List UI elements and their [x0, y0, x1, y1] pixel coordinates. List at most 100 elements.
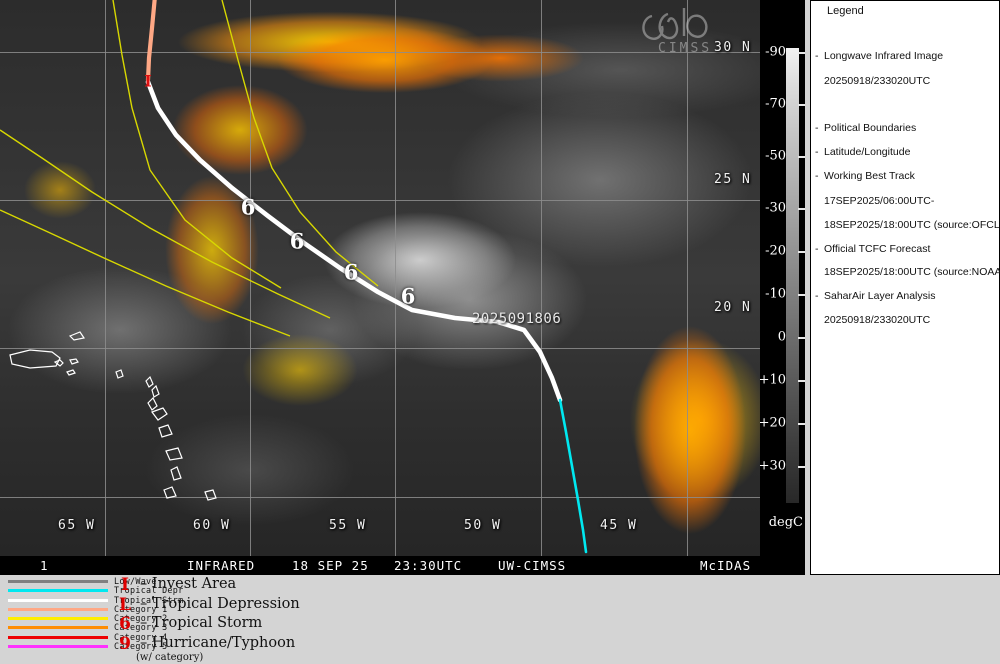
legend-row-10: 20250918/233020UTC: [815, 314, 930, 326]
temp-tick-20: [798, 251, 805, 253]
category-label-cat5: Category 5: [114, 641, 168, 652]
legend-panel-title: Legend: [827, 5, 864, 17]
category-swatch-cat4: [8, 635, 108, 639]
tropical-storm-icon: 6: [119, 614, 131, 634]
temp-tick-p20: [798, 423, 805, 425]
forecast-cone-lines: [0, 0, 379, 337]
legend-text-5: 17SEP2025/06:00UTC-: [824, 195, 935, 207]
track-segment-storm: [145, 79, 563, 403]
lon-label-65w: 65 W: [58, 518, 96, 533]
legend-text-9: SaharAir Layer Analysis: [824, 290, 936, 302]
political-boundaries-layer: [9, 331, 217, 501]
invest-area-icon: I: [121, 575, 129, 595]
legend-text-6: 18SEP2025/18:00UTC (source:OFCL): [824, 219, 1000, 231]
satellite-image-area[interactable]: I 6 6 6 6 2025091806 30 N 25 N 20 N 65 W…: [0, 0, 805, 556]
legend-text-10: 20250918/233020UTC: [824, 314, 931, 326]
category-label-cat1: Category 1: [114, 603, 168, 614]
category-label-tropical-depr: Tropical Depr: [114, 585, 184, 596]
lon-label-60w: 60 W: [193, 518, 231, 533]
legend-panel: Legend - Longwave Infrared Image 20250918…: [810, 0, 1000, 575]
temp-label-50: -50: [765, 148, 786, 164]
legend-text-4: Working Best Track: [824, 170, 915, 182]
temp-label-p20: +20: [758, 415, 786, 431]
hurricane-typhoon-icon: 9: [119, 633, 131, 654]
invest-area-marker[interactable]: I: [144, 71, 152, 91]
gridline-lon-50w: [541, 0, 542, 556]
legend-text-1: 20250918/233020UTC: [824, 75, 931, 87]
temp-tick-50: [798, 156, 805, 158]
gridline-lon-60w: [250, 0, 251, 556]
temp-tick-p30: [798, 466, 805, 468]
storm-symbol-3[interactable]: 6: [343, 259, 359, 285]
temperature-gradient-bar: [786, 48, 799, 503]
temp-label-10: -10: [765, 286, 786, 302]
category-swatch-low-wave: [8, 580, 108, 583]
legend-text-8: 18SEP2025/18:00UTC (source:NOAA/NHC): [824, 266, 1000, 278]
track-segment-cat1: [145, 0, 157, 83]
legend-text-7: Official TCFC Forecast: [824, 243, 931, 255]
legend-row-9: - SaharAir Layer Analysis: [815, 290, 935, 302]
gridline-lon-55w: [395, 0, 396, 556]
infrared-satellite-image[interactable]: I 6 6 6 6 2025091806 30 N 25 N 20 N 65 W…: [0, 0, 760, 556]
legend-dash-7: -: [815, 243, 819, 255]
lat-label-20n: 20 N: [714, 300, 752, 315]
temp-tick-0: [798, 337, 805, 339]
temp-label-p30: +30: [758, 458, 786, 474]
temp-label-p10: +10: [758, 372, 786, 388]
track-date-label: 2025091806: [472, 311, 562, 327]
category-label-cat3: Category 3: [114, 622, 168, 633]
storm-symbol-2[interactable]: 6: [289, 228, 305, 254]
symbol-legend-subtext: (w/ category): [136, 652, 204, 663]
gridline-lat-30n: [0, 52, 760, 53]
category-label-tropical-strm: Tropical Strm: [114, 594, 184, 605]
status-frame-number: 1: [40, 558, 49, 573]
status-source: UW-CIMSS: [498, 558, 567, 573]
status-channel: INFRARED: [187, 558, 256, 573]
temp-label-90: -90: [765, 44, 786, 60]
gridline-lat-20n: [0, 348, 760, 349]
legend-row-0: - Longwave Infrared Image: [815, 50, 943, 62]
legend-row-6: 18SEP2025/18:00UTC (source:OFCL): [815, 219, 1000, 231]
legend-dash-3: -: [815, 146, 819, 158]
temp-tick-10: [798, 294, 805, 296]
status-bar: 1 INFRARED 18 SEP 25 23:30UTC UW-CIMSS M…: [0, 556, 805, 575]
status-system: McIDAS: [700, 558, 752, 573]
lon-label-50w: 50 W: [464, 518, 502, 533]
overlay-vector-layer: [0, 0, 588, 554]
bottom-legend-area: Low/Wave Tropical Depr Tropical Strm Cat…: [0, 575, 1000, 664]
temp-label-0: 0: [777, 329, 786, 345]
legend-row-2: - Political Boundaries: [815, 122, 916, 134]
legend-text-0: Longwave Infrared Image: [824, 50, 944, 62]
legend-text-3: Latitude/Longitude: [824, 146, 911, 158]
legend-row-7: - Official TCFC Forecast: [815, 243, 930, 255]
symbol-label-storm: – Tropical Storm: [140, 615, 263, 631]
status-date: 18 SEP 25: [292, 558, 369, 573]
category-swatch-cat3: [8, 626, 108, 630]
category-swatch-tropical-depr: [8, 589, 108, 593]
temperature-colorbar-area: -90 -70 -50 -30 -20 -10 0 +10 +20 +30 de…: [758, 0, 805, 556]
tropical-depression-icon: L: [119, 594, 131, 615]
legend-dash-2: -: [815, 122, 819, 134]
temp-label-70: -70: [765, 96, 786, 112]
category-label-cat4: Category 4: [114, 631, 168, 642]
legend-text-2: Political Boundaries: [824, 122, 917, 134]
legend-dash-0: -: [815, 50, 819, 62]
storm-symbol-4[interactable]: 6: [400, 283, 416, 309]
storm-symbol-1[interactable]: 6: [240, 194, 256, 220]
legend-dash-9: -: [815, 290, 819, 302]
symbol-label-depression: – Tropical Depression: [140, 595, 300, 612]
legend-row-3: - Latitude/Longitude: [815, 146, 910, 158]
track-segment-depression: [558, 398, 588, 554]
legend-row-8: 18SEP2025/18:00UTC (source:NOAA/NHC): [815, 266, 1000, 278]
temp-tick-30: [798, 208, 805, 210]
category-label-low-wave: Low/Wave: [114, 576, 157, 586]
temp-tick-p10: [798, 380, 805, 382]
temp-label-20: -20: [765, 243, 786, 259]
lat-label-25n: 25 N: [714, 172, 752, 187]
category-swatch-cat2: [8, 617, 108, 621]
symbol-label-hurricane: – Hurricane/Typhoon: [140, 634, 296, 651]
symbol-label-invest: – Invest Area: [140, 576, 237, 592]
status-time: 23:30UTC: [394, 558, 463, 573]
legend-dash-4: -: [815, 170, 819, 182]
temperature-unit-label: degC: [768, 515, 803, 530]
